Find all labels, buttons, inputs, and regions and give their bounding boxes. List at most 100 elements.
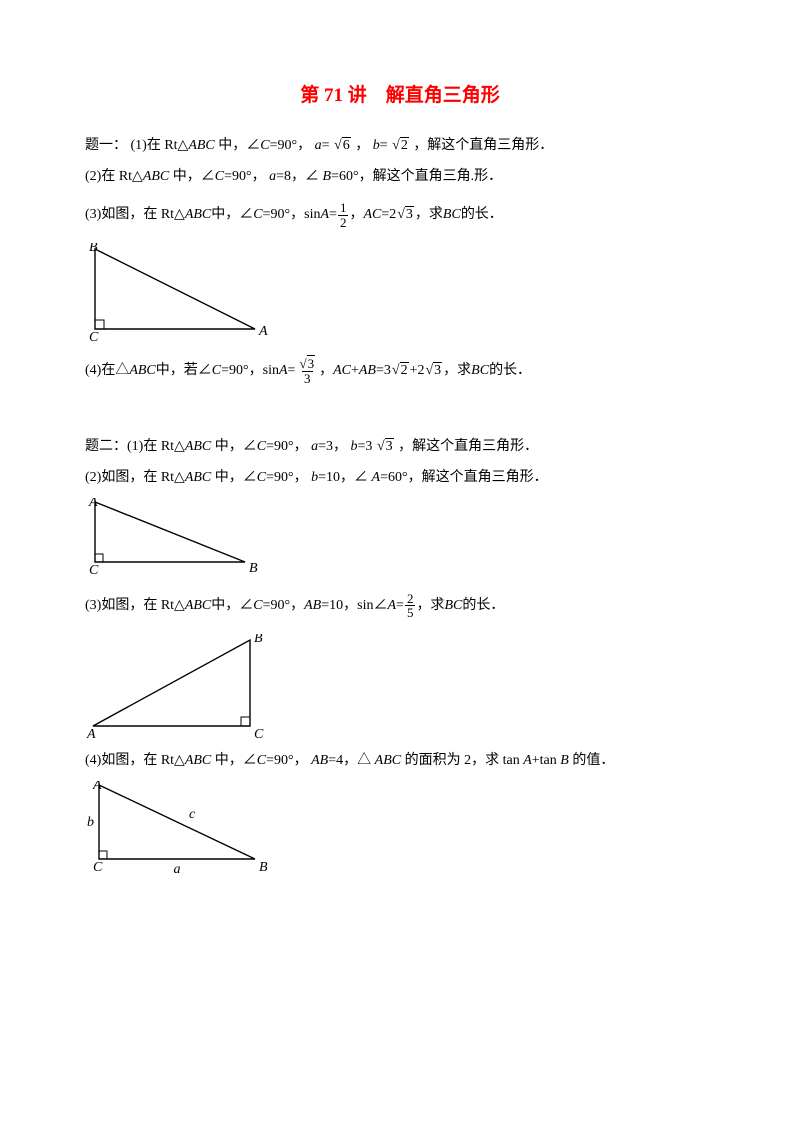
sym: ABC [185,599,211,613]
triangle-svg: B C A [85,243,275,343]
text: =90°， [266,439,308,454]
text: = [396,599,404,613]
sym: AB [304,599,321,613]
svg-text:C: C [89,563,99,578]
sqrt-icon: 3 [377,436,394,457]
page: 第 71 讲 解直角三角形 题一： (1)在 Rt△ABC 中，∠C=90°， … [0,0,800,919]
text: (3)如图，在 Rt△ [85,208,185,222]
q1-3: (3)如图，在 Rt△ABC 中，∠C=90°，sin A= 12 ， AC=2… [85,201,715,229]
svg-text:A: A [86,727,96,740]
sym: ABC [375,753,401,768]
sym: ABC [185,753,211,768]
triangle-svg: A C B [85,634,275,740]
numer: 2 [405,592,416,606]
figure-4: A C B a b c [85,781,715,877]
sym: ABC [185,208,211,222]
text: = [329,208,337,222]
text: 中，∠ [215,470,257,485]
sym: C [253,208,262,222]
text: (2)在 Rt△ [85,169,143,184]
fraction-icon: 3 3 [296,357,318,385]
figure-1: B C A [85,243,715,343]
q1-1: 题一： (1)在 Rt△ABC 中，∠C=90°， a= 6 ， b= 2 ，解… [85,135,715,156]
page-title: 第 71 讲 解直角三角形 [85,80,715,107]
sym: b [351,439,358,454]
text: 中，∠ [211,599,253,613]
text: 的长． [462,599,504,613]
text: (2)如图，在 Rt△ [85,470,185,485]
text: ，解这个直角三角形． [398,439,538,454]
radicand: 3 [307,355,316,371]
svg-text:B: B [254,634,263,646]
sym: C [257,439,266,454]
sym: C [257,753,266,768]
sym: BC [444,599,462,613]
text: =3 [376,364,391,378]
svg-text:A: A [92,781,102,793]
sqrt-icon: 2 [392,364,409,378]
text: =90°， [266,470,308,485]
text: = [288,364,296,378]
svg-text:C: C [93,860,103,875]
text: =90°， [266,753,308,768]
text: 中，若∠ [156,364,212,378]
sqrt-icon: 3 [425,364,442,378]
sym: BC [471,364,489,378]
text: 中，∠ [218,138,260,153]
text: =90°，sin [263,208,321,222]
text: 中，∠ [173,169,215,184]
svg-text:a: a [174,862,181,877]
sym: AC [363,208,381,222]
sqrt-icon: 3 [397,208,414,222]
text: (3)如图，在 Rt△ [85,599,185,613]
sqrt-icon: 6 [334,135,351,156]
sym: AC [333,364,351,378]
text: ，求 [443,364,471,378]
text: 中，∠ [211,208,253,222]
text: + [351,364,359,378]
text: ， [355,138,369,153]
sym: A [523,753,532,768]
triangle-svg: A C B a b c [85,781,275,877]
text: 的长． [461,208,503,222]
text: (4)如图，在 Rt△ [85,753,185,768]
svg-text:C: C [254,727,264,740]
sym: ABC [129,364,155,378]
text: =4，△ [328,753,371,768]
text: =3 [358,439,373,454]
sym: A [387,599,396,613]
text: =60°，解这个直角三角.形． [331,169,502,184]
text: =90°， [224,169,266,184]
radicand: 2 [400,137,409,153]
text: ，求 [415,208,443,222]
text: 题一： (1)在 Rt△ [85,138,188,153]
sym: BC [443,208,461,222]
text: = [380,138,388,153]
text: =8，∠ [276,169,319,184]
text: +tan [532,753,557,768]
text: =90°， [270,138,312,153]
radicand: 3 [433,362,442,378]
numer: 3 [296,357,318,371]
text: =3， [318,439,347,454]
sym: AB [311,753,328,768]
figure-2: A C B [85,498,715,578]
svg-text:b: b [87,815,94,830]
sym: ABC [143,169,169,184]
svg-text:A: A [88,498,98,510]
radicand: 2 [400,362,409,378]
sym: b [373,138,380,153]
sqrt-icon: 3 [299,357,315,371]
q1-2: (2)在 Rt△ABC 中，∠C=90°， a=8，∠ B=60°，解这个直角三… [85,166,715,187]
svg-text:c: c [189,807,196,822]
text: =90°，sin [221,364,279,378]
text: =90°， [263,599,305,613]
radicand: 3 [385,438,394,454]
sym: ABC [188,138,214,153]
q2-4: (4)如图，在 Rt△ABC 中，∠C=90°， AB=4，△ ABC 的面积为… [85,750,715,771]
text: =60°，解这个直角三角形． [380,470,548,485]
sym: C [215,169,224,184]
radicand: 3 [405,206,414,222]
text: ， [349,208,363,222]
q2-2: (2)如图，在 Rt△ABC 中，∠C=90°， b=10，∠ A=60°，解这… [85,467,715,488]
